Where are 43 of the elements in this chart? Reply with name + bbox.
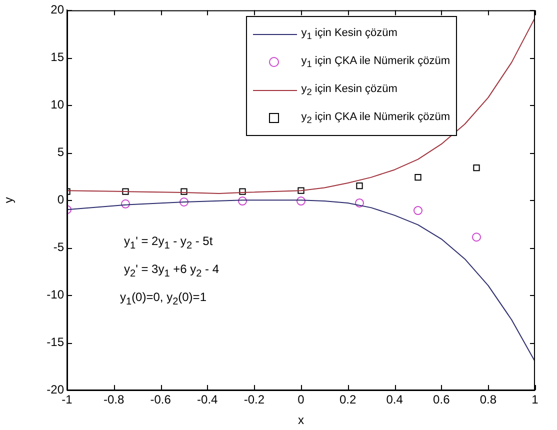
x-tick-label: 1 bbox=[532, 392, 539, 407]
point bbox=[238, 196, 247, 206]
y-tick-label: 0 bbox=[57, 192, 64, 206]
x-tick-label: -1 bbox=[62, 392, 73, 407]
x-tick-label: -0.6 bbox=[150, 392, 172, 407]
point bbox=[239, 188, 246, 195]
point bbox=[414, 206, 422, 216]
y-tick-label: 15 bbox=[50, 50, 64, 64]
legend-label: y$_{2}$ için ÇKA ile Nümerik çözüm bbox=[301, 110, 450, 126]
x-tick-label: 0.8 bbox=[480, 392, 497, 407]
x-tick-label: -0.8 bbox=[103, 392, 124, 407]
point bbox=[472, 232, 481, 242]
x-tick-label: 0.6 bbox=[433, 392, 450, 407]
legend-label: y$_{1}$ için ÇKA ile Nümerik çözüm bbox=[301, 54, 450, 70]
legend-label: y$_{2}$ için Kesin çözüm bbox=[301, 82, 398, 98]
point bbox=[355, 198, 364, 208]
y-tick-label: -15 bbox=[46, 334, 64, 349]
point bbox=[121, 199, 130, 208]
y-axis-title: y bbox=[2, 197, 16, 204]
x-tick-label: 0.4 bbox=[386, 392, 404, 407]
annotation: y$_{2}$' = 3y$_{1}$ +6 y$_{2}$ - 4 bbox=[124, 262, 220, 280]
annotation: y$_{1}$(0)=0, y$_{2}$(0)=1 bbox=[120, 290, 206, 308]
x-tick-label: -0.4 bbox=[197, 392, 218, 407]
y-tick-label: 20 bbox=[50, 2, 64, 17]
x-tick-label: 0 bbox=[298, 392, 305, 407]
point bbox=[296, 196, 306, 206]
legend-label: y$_{1}$ için Kesin çözüm bbox=[301, 26, 398, 42]
y-tick-label: 5 bbox=[57, 144, 64, 159]
annotation: y$_{1}$' = 2y$_{1}$ - y$_{2}$ - 5t bbox=[124, 234, 213, 252]
point bbox=[356, 182, 363, 190]
point bbox=[180, 198, 188, 206]
point bbox=[414, 174, 422, 181]
y-tick-label: -20 bbox=[46, 382, 64, 396]
x-tick-label: -0.2 bbox=[244, 392, 265, 407]
y-tick-label: -5 bbox=[53, 240, 64, 254]
y-tick-label: -10 bbox=[46, 287, 64, 302]
y-tick-label: 10 bbox=[50, 97, 64, 112]
x-tick-label: 0.2 bbox=[339, 392, 356, 407]
x-axis-title: x bbox=[298, 413, 304, 428]
point bbox=[122, 188, 129, 195]
point bbox=[473, 164, 480, 172]
point bbox=[180, 188, 188, 195]
point bbox=[298, 187, 304, 194]
